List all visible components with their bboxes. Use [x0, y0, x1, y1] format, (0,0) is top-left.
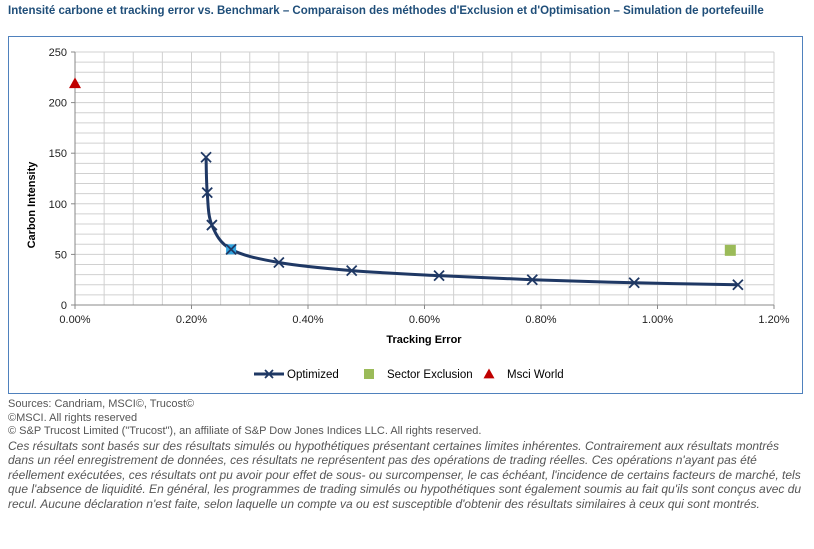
y-tick-label: 0 [61, 300, 67, 312]
series-msci-world [69, 77, 81, 89]
series-line [204, 157, 738, 287]
data-point [206, 219, 218, 231]
data-point [732, 279, 744, 291]
data-point [225, 243, 237, 255]
data-point [724, 244, 736, 256]
data-point [69, 77, 81, 89]
data-point [628, 277, 640, 289]
y-axis-label: Carbon Intensity [26, 161, 38, 249]
legend-label: Sector Exclusion [387, 369, 473, 381]
legend-marker [264, 369, 274, 379]
chart-svg: 0.00% 0.20% 0.40% 0.60% 0.80% 1.00% 1.20% 0 50 10… [26, 47, 790, 381]
data-point [346, 264, 358, 277]
chart-ticks: 0.00% 0.20% 0.40% 0.60% 0.80% 1.00% 1.20% 0 50 10… [49, 47, 790, 326]
data-point [526, 274, 538, 286]
x-tick-label: 1.20% [758, 314, 789, 326]
series-sector-exclusion [724, 244, 736, 256]
y-tick-label: 50 [55, 249, 67, 261]
series-optimized [200, 151, 744, 291]
y-tick-label: 250 [49, 47, 67, 59]
data-point [273, 256, 285, 269]
y-tick-label: 150 [49, 148, 67, 160]
chart-grid [74, 51, 775, 306]
sources-note: Sources: Candriam, MSCI©, Trucost© [8, 398, 195, 410]
data-point [200, 151, 212, 163]
trucost-copyright: © S&P Trucost Limited ("Trucost"), an af… [8, 425, 482, 437]
data-point [433, 270, 445, 282]
legend-item: Msci World [483, 368, 564, 381]
x-axis-label: Tracking Error [386, 334, 462, 346]
msci-copyright: ©MSCI. All rights reserved [8, 411, 138, 424]
legend-label: Msci World [507, 369, 564, 381]
x-tick-label: 0.00% [59, 314, 90, 326]
disclaimer-text: Ces résultats sont basés sur des résulta… [8, 438, 802, 511]
chart-series [69, 77, 744, 291]
x-tick-label: 0.40% [292, 314, 323, 326]
legend-item: Optimized [254, 369, 339, 381]
y-tick-label: 100 [49, 199, 67, 211]
legend-item: Sector Exclusion [364, 369, 473, 381]
x-tick-label: 0.20% [176, 314, 207, 326]
chart-title: Intensité carbone et tracking error vs. … [8, 5, 764, 17]
legend-marker [483, 368, 495, 379]
chart-notes: Sources: Candriam, MSCI©, Trucost© ©MSCI… [8, 398, 808, 511]
chart-frame: 0.00% 0.20% 0.40% 0.60% 0.80% 1.00% 1.20% 0 50 10… [8, 36, 803, 394]
x-tick-label: 0.80% [525, 314, 556, 326]
x-tick-label: 1.00% [642, 314, 673, 326]
x-tick-label: 0.60% [409, 314, 440, 326]
data-point [201, 187, 213, 199]
legend-marker [364, 369, 374, 379]
chart-legend: Optimized Sector Exclusion Msci World [254, 368, 564, 381]
y-tick-label: 200 [49, 98, 67, 110]
legend-label: Optimized [287, 369, 339, 381]
